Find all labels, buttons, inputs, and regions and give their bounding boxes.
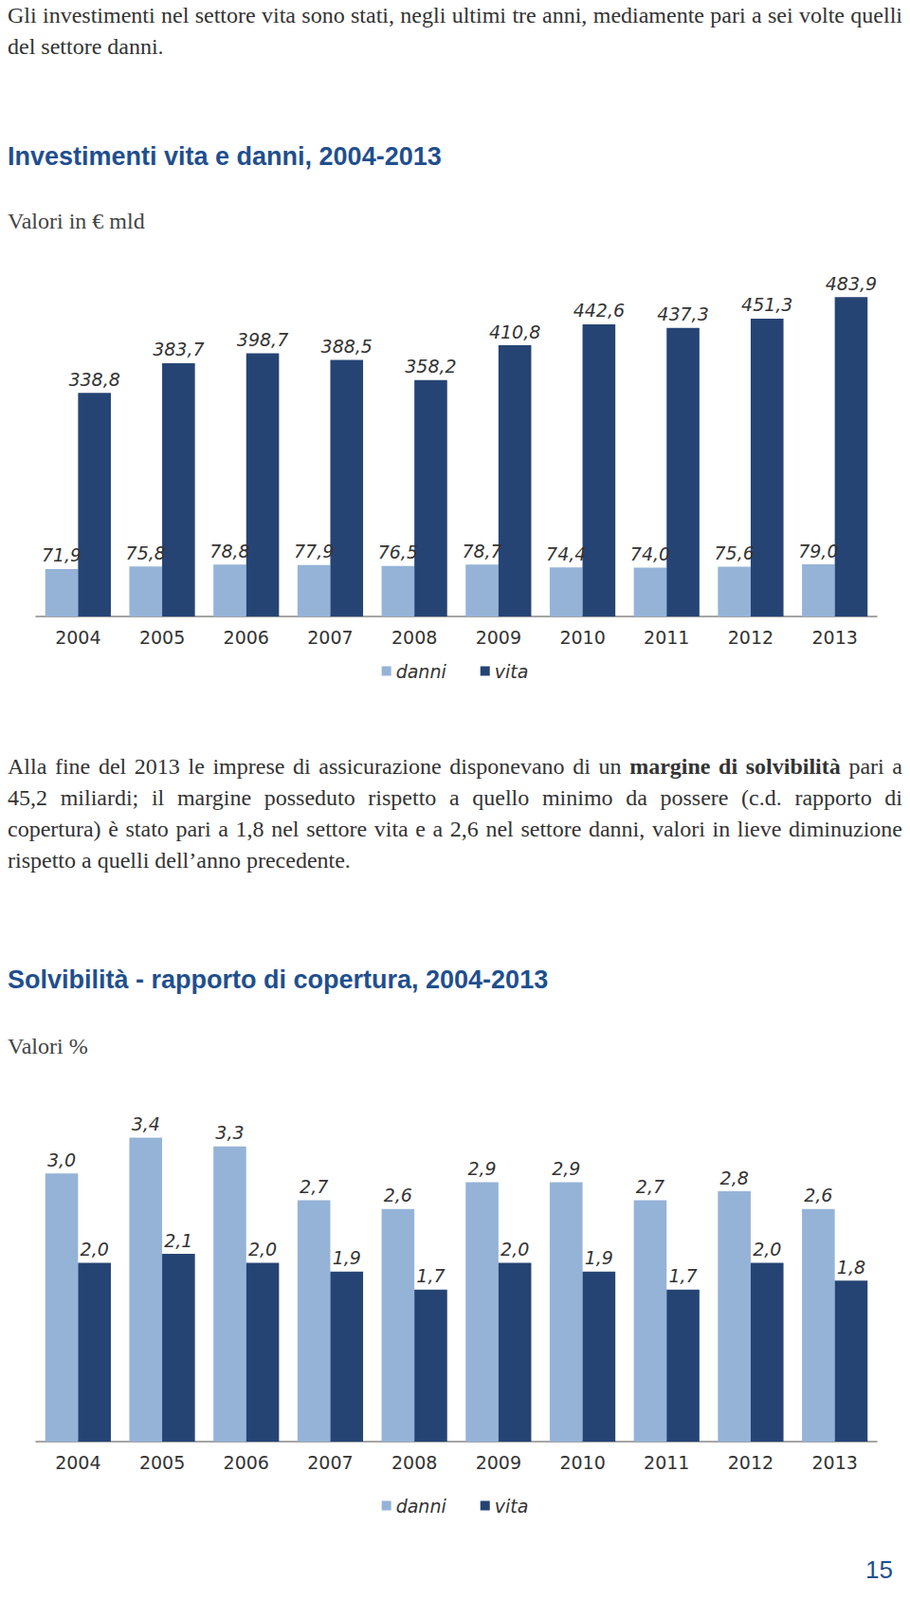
svg-text:3,3: 3,3: [215, 1121, 244, 1143]
svg-text:388,5: 388,5: [321, 335, 373, 357]
svg-text:vita: vita: [494, 660, 529, 682]
svg-text:2005: 2005: [139, 626, 185, 648]
svg-text:2007: 2007: [307, 1451, 353, 1473]
svg-text:78,7: 78,7: [461, 540, 502, 562]
svg-text:2,9: 2,9: [467, 1157, 496, 1179]
svg-text:1,9: 1,9: [332, 1246, 362, 1268]
svg-text:2,1: 2,1: [163, 1229, 193, 1251]
svg-text:3,4: 3,4: [131, 1112, 161, 1134]
html-text:Valori in € mld: Valori in € mld: [7, 208, 145, 234]
svg-text:2008: 2008: [391, 626, 437, 648]
html-text:Gli investimenti nel settore v: Gli investimenti nel settore vita sono s…: [7, 2, 903, 59]
svg-text:442,6: 442,6: [573, 299, 625, 321]
svg-text:358,2: 358,2: [404, 355, 456, 377]
svg-text:383,7: 383,7: [152, 338, 204, 360]
svg-text:2012: 2012: [728, 626, 774, 648]
svg-text:1,7: 1,7: [668, 1264, 697, 1286]
svg-text:2006: 2006: [223, 1451, 270, 1473]
svg-text:78,8: 78,8: [209, 540, 250, 562]
svg-text:2011: 2011: [643, 1451, 690, 1473]
svg-text:437,3: 437,3: [656, 303, 709, 325]
svg-text:2,8: 2,8: [720, 1166, 749, 1188]
svg-text:3,0: 3,0: [47, 1148, 76, 1170]
svg-text:75,8: 75,8: [126, 542, 166, 564]
svg-text:danni: danni: [396, 1494, 448, 1516]
svg-text:79,0: 79,0: [798, 540, 838, 562]
svg-text:2,0: 2,0: [248, 1237, 277, 1259]
svg-text:1,8: 1,8: [837, 1255, 866, 1277]
svg-text:74,0: 74,0: [630, 543, 671, 565]
svg-text:2,6: 2,6: [383, 1183, 413, 1205]
svg-text:2013: 2013: [811, 1451, 857, 1473]
svg-text:2,6: 2,6: [803, 1183, 833, 1205]
svg-text:2,0: 2,0: [500, 1237, 529, 1259]
svg-text:71,9: 71,9: [41, 544, 82, 565]
svg-text:danni: danni: [396, 660, 448, 682]
svg-text:vita: vita: [494, 1494, 529, 1516]
svg-text:2,0: 2,0: [80, 1237, 110, 1259]
svg-text:2007: 2007: [307, 626, 353, 648]
svg-text:75,6: 75,6: [713, 542, 754, 564]
svg-text:2012: 2012: [728, 1451, 774, 1473]
svg-text:2009: 2009: [475, 1451, 522, 1473]
svg-text:2,7: 2,7: [636, 1175, 665, 1197]
svg-text:398,7: 398,7: [236, 328, 289, 350]
svg-text:77,9: 77,9: [293, 540, 334, 562]
html-text:Alla fine del 2013 le imprese: Alla fine del 2013 le imprese di assicur…: [7, 753, 903, 873]
html-text:Investimenti vita e danni, 200: Investimenti vita e danni, 2004-2013: [7, 142, 442, 171]
svg-text:1,7: 1,7: [416, 1264, 445, 1286]
svg-text:2009: 2009: [475, 626, 522, 648]
svg-text:1,9: 1,9: [584, 1246, 614, 1268]
svg-text:451,3: 451,3: [741, 293, 793, 315]
html-text:Solvibilità - rapporto di cope: Solvibilità - rapporto di copertura, 200…: [7, 964, 549, 994]
html-text:15: 15: [865, 1554, 893, 1584]
svg-text:410,8: 410,8: [489, 321, 541, 343]
svg-text:2010: 2010: [559, 626, 605, 648]
svg-text:2,9: 2,9: [551, 1157, 581, 1179]
svg-text:2008: 2008: [391, 1451, 437, 1473]
svg-text:2004: 2004: [54, 626, 101, 648]
svg-text:338,8: 338,8: [68, 368, 120, 390]
svg-text:2,7: 2,7: [299, 1175, 328, 1197]
svg-text:2013: 2013: [811, 626, 857, 648]
svg-text:2004: 2004: [54, 1451, 101, 1473]
svg-text:2,0: 2,0: [752, 1237, 782, 1259]
svg-text:2006: 2006: [223, 626, 270, 648]
svg-text:483,9: 483,9: [825, 273, 877, 294]
svg-text:74,4: 74,4: [546, 543, 586, 565]
html-text:Valori %: Valori %: [7, 1033, 88, 1058]
svg-text:2011: 2011: [643, 626, 690, 648]
svg-text:2010: 2010: [559, 1451, 605, 1473]
svg-text:2005: 2005: [139, 1451, 185, 1473]
svg-text:76,5: 76,5: [378, 541, 419, 563]
